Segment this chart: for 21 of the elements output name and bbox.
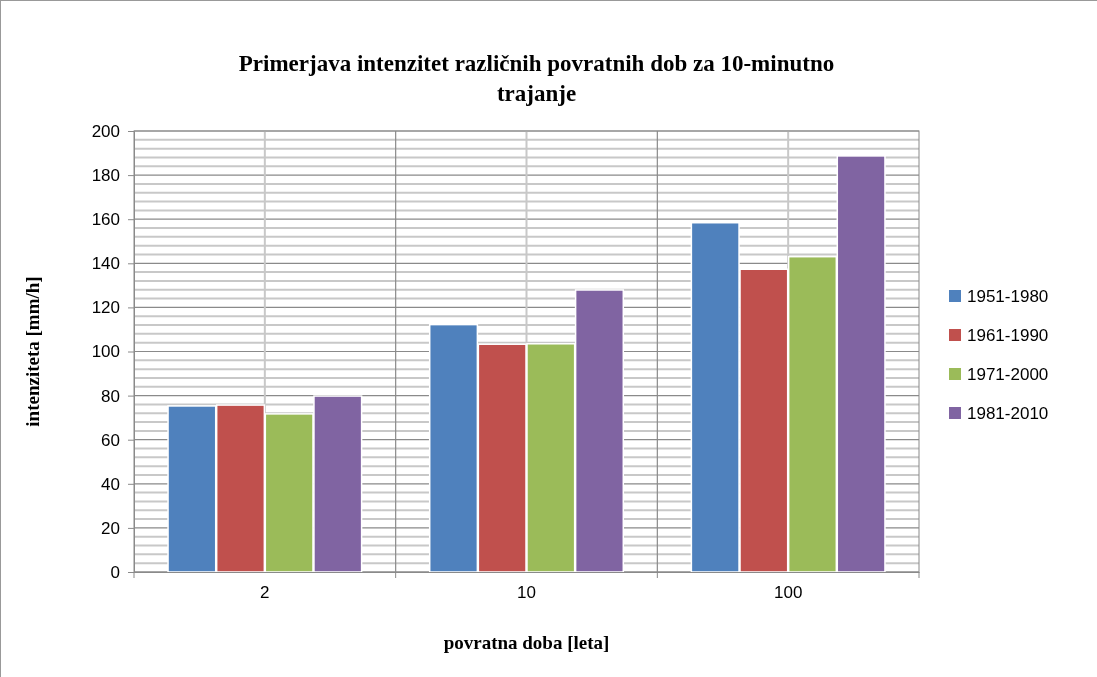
y-tick-label: 40: [101, 474, 120, 494]
y-tick-label: 60: [101, 430, 120, 450]
y-tick-label: 20: [101, 518, 120, 538]
x-tick-label: 100: [773, 583, 803, 603]
y-axis-title: intenziteta [mm/h]: [22, 276, 43, 427]
y-tick-label: 160: [91, 210, 120, 230]
y-tick-label: 100: [91, 342, 120, 362]
x-axis-title: povratna doba [leta]: [443, 632, 610, 653]
y-tick-label: 140: [91, 254, 120, 274]
legend-label: 1951-1980: [967, 287, 1049, 306]
x-tick-label: 10: [517, 583, 536, 603]
legend-label: 1961-1990: [967, 326, 1049, 345]
chart-title: Primerjava intenzitet različnih povratnih dob za 10-minutno trajanje: [238, 51, 835, 106]
legend-label: 1981-2010: [967, 404, 1049, 423]
x-tick-label: 2: [260, 583, 270, 603]
y-tick-label: 120: [91, 298, 120, 318]
y-tick-label: 0: [110, 562, 120, 582]
y-tick-label: 180: [91, 166, 120, 186]
legend-label: 1971-2000: [967, 365, 1049, 384]
y-tick-label: 80: [101, 386, 120, 406]
y-tick-label: 200: [91, 121, 120, 141]
